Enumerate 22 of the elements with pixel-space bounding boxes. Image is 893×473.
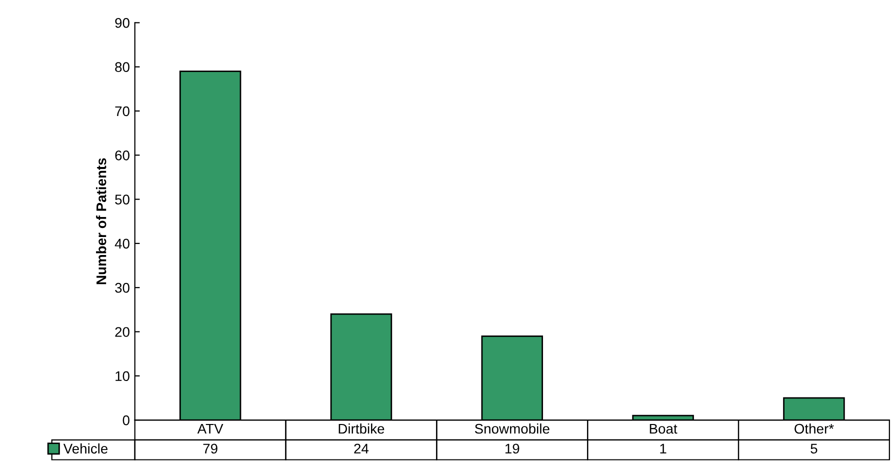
y-tick-label: 10 <box>116 371 130 382</box>
x-tick-label: Dirtbike <box>338 423 384 434</box>
data-label: 19 <box>505 444 520 454</box>
data-label: 1 <box>660 444 666 454</box>
legend-label: Vehicle <box>63 443 108 454</box>
y-tick-label: 40 <box>114 238 130 249</box>
y-tick-label: 30 <box>115 282 130 293</box>
data-label: 5 <box>810 444 818 454</box>
y-tick-label: 0 <box>122 415 130 426</box>
y-tick-label: 20 <box>115 327 130 337</box>
y-tick-label: 70 <box>115 106 130 116</box>
x-tick-label: ATV <box>197 424 224 434</box>
y-tick-label: 90 <box>115 18 130 28</box>
y-axis-title: Number of Patients <box>96 158 106 284</box>
data-label: 24 <box>354 444 369 454</box>
x-tick-label: Other* <box>794 423 834 434</box>
x-tick-label: Snowmobile <box>474 423 550 434</box>
y-tick-label: 80 <box>115 62 130 72</box>
y-tick-label: 50 <box>115 194 130 204</box>
x-tick-label: Boat <box>650 424 678 434</box>
y-tick-label: 60 <box>115 150 130 160</box>
data-label: 79 <box>203 444 218 454</box>
